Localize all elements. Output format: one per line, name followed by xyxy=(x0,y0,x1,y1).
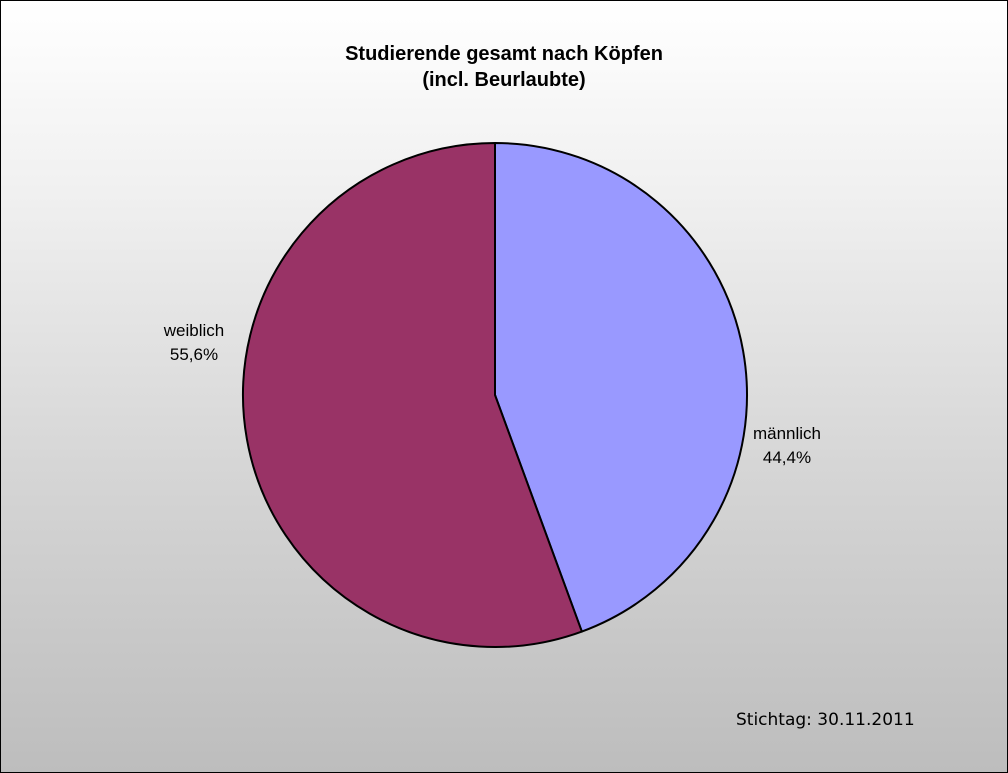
slice-label-weiblich-percent: 55,6% xyxy=(169,345,219,364)
chart-title-line1: Studierende gesamt nach Köpfen xyxy=(345,43,663,65)
slice-label-maennlich-percent: 44,4% xyxy=(762,448,812,467)
slice-label-maennlich: männlich 44,4% xyxy=(739,422,835,470)
chart-title: Studierende gesamt nach Köpfen (incl. Be… xyxy=(1,41,1007,93)
pie-slice-weiblich xyxy=(242,142,583,648)
slice-label-maennlich-name: männlich xyxy=(752,424,822,443)
chart-title-line2: (incl. Beurlaubte) xyxy=(422,69,586,91)
reference-date-note: Stichtag: 30.11.2011 xyxy=(736,710,915,730)
slice-label-weiblich-name: weiblich xyxy=(163,321,225,340)
slice-label-weiblich: weiblich 55,6% xyxy=(149,319,239,367)
pie-slice-m-nnlich xyxy=(494,142,748,633)
